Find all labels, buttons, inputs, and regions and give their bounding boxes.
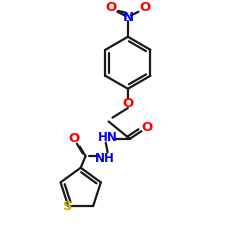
Text: O: O xyxy=(105,2,116,15)
Text: HN: HN xyxy=(98,132,117,144)
Text: N: N xyxy=(122,11,134,24)
Text: O: O xyxy=(140,2,151,15)
Text: S: S xyxy=(64,200,73,212)
Text: NH: NH xyxy=(95,152,115,164)
Text: O: O xyxy=(122,97,134,110)
Text: O: O xyxy=(142,121,153,134)
Text: O: O xyxy=(68,132,80,145)
